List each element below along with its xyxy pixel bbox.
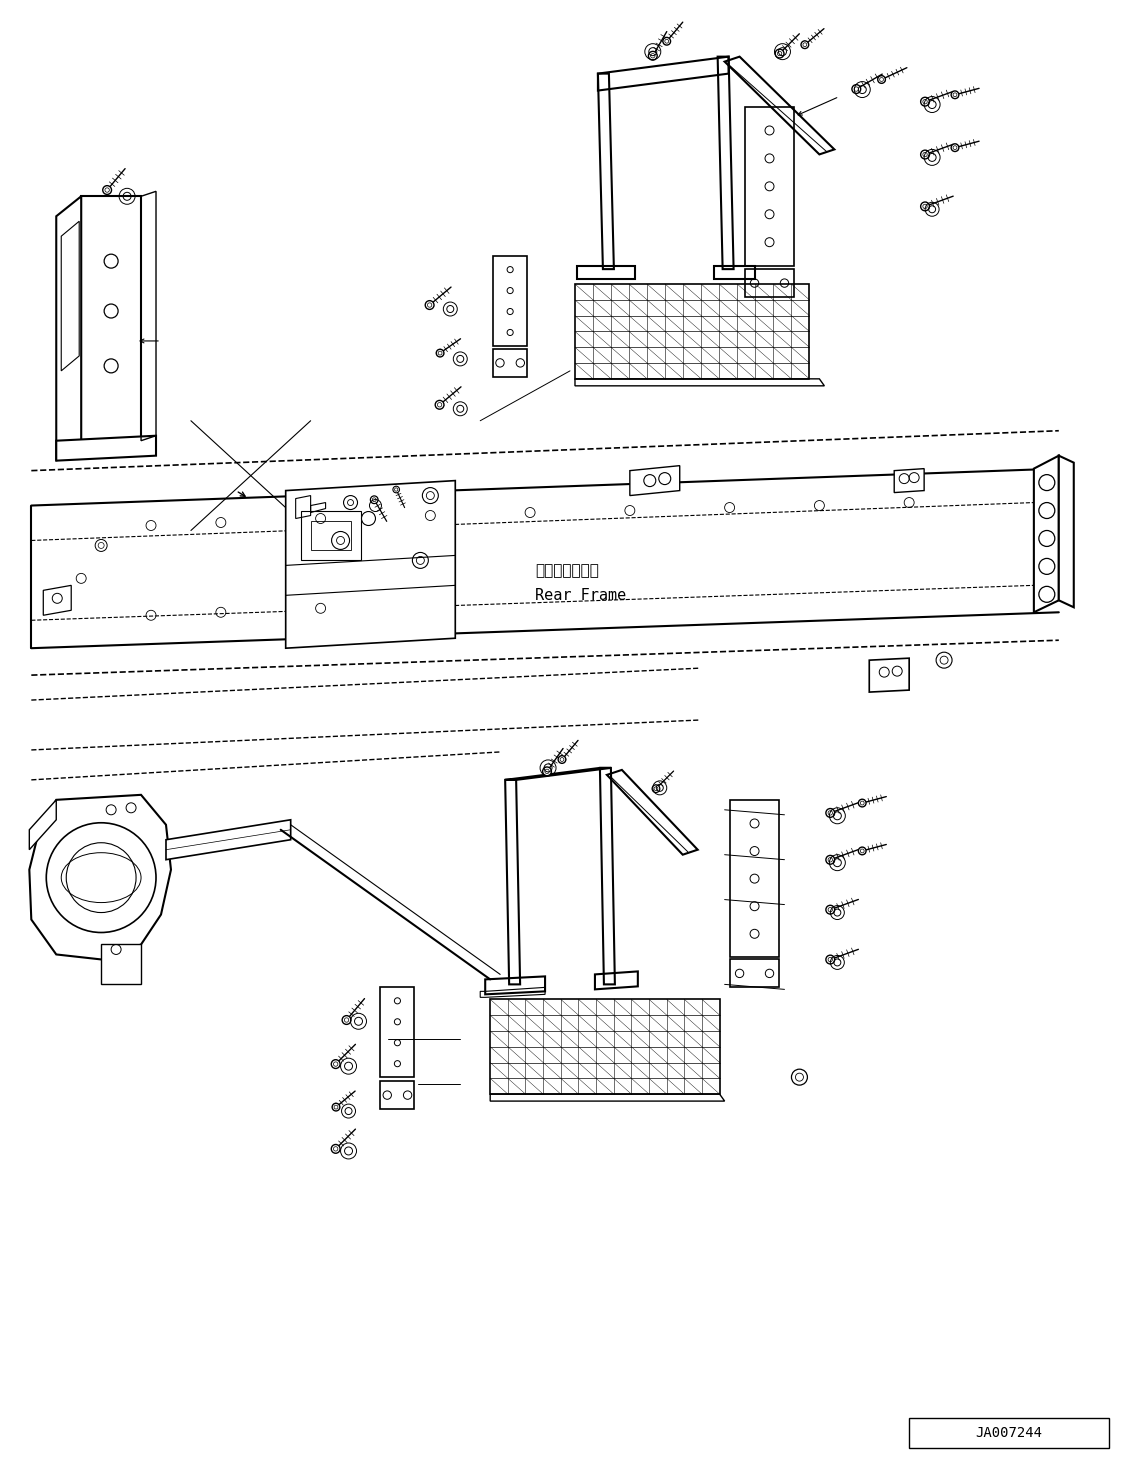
Circle shape	[920, 203, 929, 211]
Circle shape	[344, 495, 358, 510]
Polygon shape	[286, 481, 456, 648]
Circle shape	[776, 50, 784, 58]
Polygon shape	[30, 800, 56, 849]
Text: JA007244: JA007244	[975, 1426, 1042, 1441]
Circle shape	[435, 401, 444, 409]
Circle shape	[920, 98, 929, 106]
Circle shape	[663, 38, 671, 45]
Circle shape	[361, 511, 376, 526]
Circle shape	[878, 76, 885, 83]
Polygon shape	[1034, 456, 1059, 612]
Polygon shape	[630, 466, 680, 495]
Circle shape	[333, 1103, 339, 1110]
Circle shape	[103, 185, 112, 194]
Circle shape	[648, 51, 657, 60]
Circle shape	[436, 350, 444, 357]
Text: Rear Frame: Rear Frame	[535, 587, 626, 603]
Polygon shape	[30, 796, 171, 960]
Circle shape	[859, 847, 866, 855]
Polygon shape	[81, 197, 141, 440]
Circle shape	[826, 956, 835, 965]
Circle shape	[826, 905, 835, 914]
Circle shape	[852, 85, 861, 93]
Polygon shape	[869, 659, 909, 692]
Circle shape	[951, 90, 959, 99]
Text: リヤーフレーム: リヤーフレーム	[535, 562, 599, 578]
Circle shape	[859, 800, 866, 807]
Circle shape	[951, 144, 959, 152]
Polygon shape	[894, 469, 924, 492]
Polygon shape	[56, 197, 81, 460]
Circle shape	[542, 766, 551, 775]
Circle shape	[826, 855, 835, 864]
Circle shape	[425, 300, 434, 309]
Circle shape	[393, 487, 400, 492]
Circle shape	[331, 1059, 341, 1068]
Circle shape	[342, 1016, 351, 1024]
Circle shape	[920, 150, 929, 159]
Circle shape	[801, 41, 809, 48]
Polygon shape	[101, 944, 141, 985]
Polygon shape	[166, 820, 290, 860]
Circle shape	[331, 1145, 341, 1154]
Circle shape	[826, 809, 835, 817]
Circle shape	[653, 785, 659, 793]
Circle shape	[370, 495, 378, 504]
Polygon shape	[1059, 456, 1074, 608]
Polygon shape	[56, 436, 156, 460]
Circle shape	[558, 756, 566, 763]
